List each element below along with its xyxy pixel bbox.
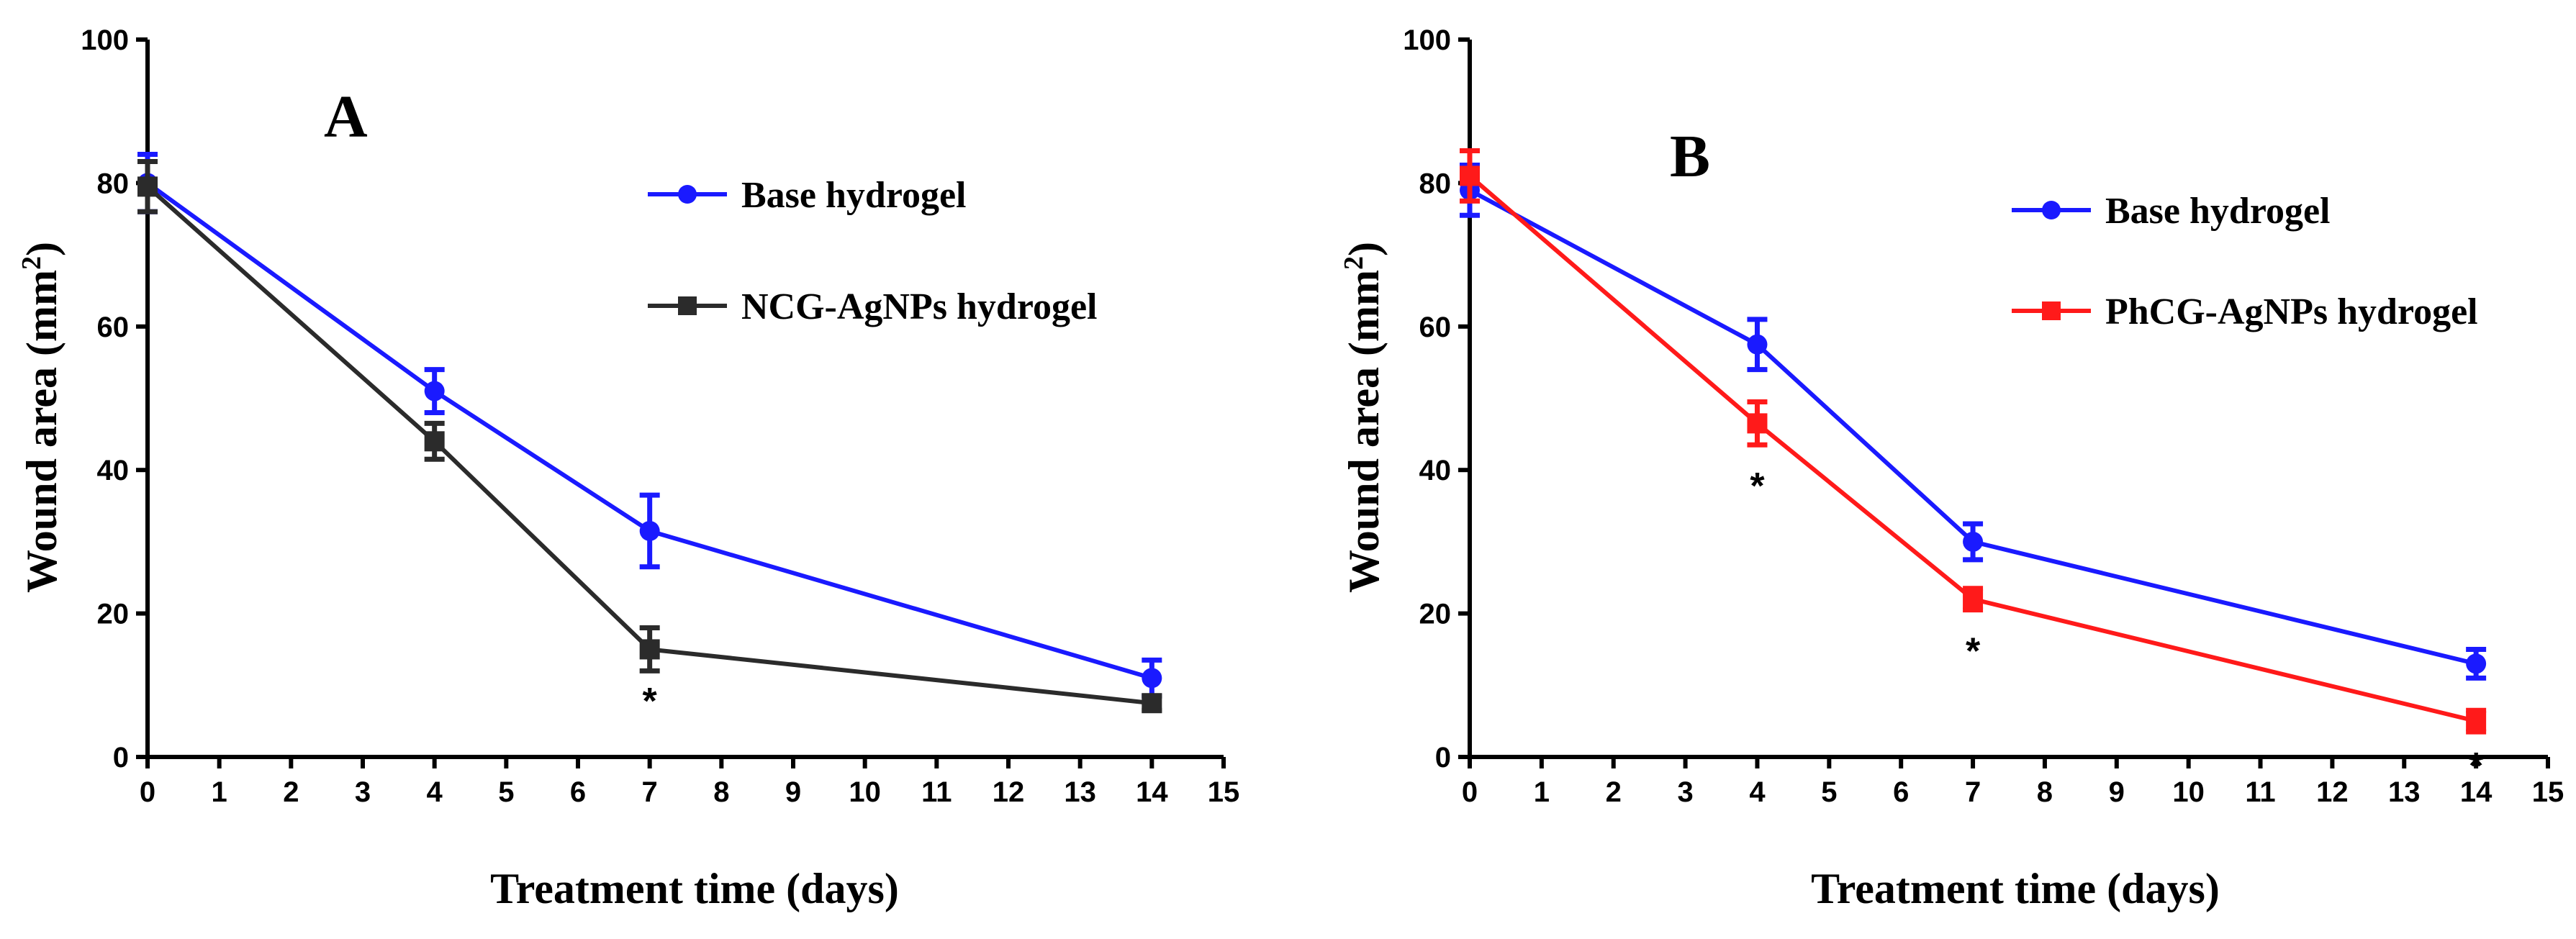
- legend-a-marker-ncg: [678, 296, 697, 315]
- x-tick-label-a: 15: [1208, 776, 1240, 808]
- legend-a: Base hydrogel NCG-AgNPs hydrogel: [648, 175, 1097, 327]
- x-tick-label-b: 0: [1462, 776, 1478, 808]
- data-point-a-0: [639, 520, 660, 541]
- data-point-a-1: [137, 176, 158, 197]
- y-tick-label-b: 60: [1419, 312, 1452, 343]
- x-tick-label-a: 1: [212, 776, 227, 808]
- y-tick-label-b: 100: [1403, 24, 1451, 56]
- data-point-a-1: [424, 431, 445, 452]
- legend-b: Base hydrogel PhCG-AgNPs hydrogel: [2012, 191, 2478, 332]
- x-tick-label-b: 6: [1893, 776, 1909, 808]
- x-tick-label-b: 1: [1534, 776, 1550, 808]
- panel-label-b: B: [1670, 123, 1710, 190]
- y-axis-title-a-sup: 2: [17, 256, 47, 270]
- data-point-b-1: [1747, 413, 1768, 434]
- y-tick-label-a: 0: [113, 742, 129, 774]
- x-axis-title-b: Treatment time (days): [1811, 865, 2220, 912]
- x-axis-title-a: Treatment time (days): [490, 865, 899, 912]
- y-tick-label-a: 40: [97, 455, 130, 486]
- x-tick-label-a: 5: [498, 776, 514, 808]
- y-axis-title-b-main: Wound area (mm: [1340, 270, 1388, 593]
- x-tick-label-a: 2: [283, 776, 299, 808]
- data-point-b-0: [1747, 334, 1768, 355]
- data-point-a-1: [1142, 693, 1162, 714]
- data-point-b-1: [2466, 711, 2487, 732]
- x-tick-label-a: 6: [570, 776, 586, 808]
- y-axis-title-b-end: ): [1340, 242, 1388, 256]
- significance-star-b: *: [1750, 466, 1765, 507]
- x-tick-label-b: 11: [2245, 776, 2275, 808]
- y-axis-title-a: Wound area (mm2): [17, 242, 65, 593]
- y-tick-label-a: 80: [97, 168, 130, 199]
- x-tick-label-a: 14: [1136, 776, 1168, 808]
- data-point-b-1: [1460, 165, 1480, 186]
- x-tick-label-a: 4: [427, 776, 443, 808]
- x-tick-label-a: 9: [785, 776, 801, 808]
- data-point-b-1: [1963, 589, 1984, 609]
- data-point-b-0: [2466, 653, 2487, 674]
- series-line-b-0: [1468, 188, 2477, 666]
- panel-label-a: A: [324, 83, 368, 150]
- data-point-a-0: [1142, 668, 1162, 689]
- y-axis-title-a-main: Wound area (mm: [18, 270, 65, 593]
- y-tick-label-b: 40: [1419, 455, 1452, 486]
- x-tick-label-b: 8: [2037, 776, 2053, 808]
- significance-star-b: *: [1966, 630, 1981, 672]
- y-tick-label-a: 20: [97, 599, 130, 630]
- y-tick-label-b: 20: [1419, 599, 1452, 630]
- y-tick-label-b: 80: [1419, 168, 1452, 199]
- series-line-a-0: [146, 181, 1153, 681]
- y-axis-title-a-end: ): [18, 242, 65, 256]
- y-tick-label-a: 100: [81, 24, 129, 56]
- series-line-a-1: [146, 185, 1152, 706]
- y-axis-title-b: Wound area (mm2): [1339, 242, 1388, 593]
- x-tick-label-b: 10: [2172, 776, 2205, 808]
- x-tick-label-b: 3: [1677, 776, 1693, 808]
- x-tick-label-b: 9: [2109, 776, 2125, 808]
- significance-star-a: *: [643, 681, 658, 722]
- series-line-b-1: [1468, 174, 2477, 724]
- x-tick-label-b: 5: [1821, 776, 1837, 808]
- legend-a-label-base: Base hydrogel: [741, 175, 967, 216]
- x-tick-label-a: 7: [642, 776, 658, 808]
- x-tick-label-b: 2: [1606, 776, 1622, 808]
- legend-a-label-ncg: NCG-AgNPs hydrogel: [741, 286, 1097, 327]
- x-tick-label-b: 15: [2532, 776, 2564, 808]
- y-tick-label-b: 0: [1435, 742, 1451, 774]
- data-point-a-1: [639, 639, 660, 660]
- data-point-a-0: [424, 381, 445, 402]
- x-tick-label-a: 10: [849, 776, 881, 808]
- x-tick-label-a: 12: [993, 776, 1025, 808]
- legend-a-marker-base: [678, 185, 697, 204]
- y-tick-label-a: 60: [97, 312, 130, 343]
- x-tick-label-a: 0: [140, 776, 155, 808]
- x-tick-label-b: 13: [2388, 776, 2421, 808]
- x-tick-label-b: 4: [1749, 776, 1766, 808]
- y-axis-title-b-sup: 2: [1339, 256, 1369, 270]
- x-tick-label-a: 3: [355, 776, 371, 808]
- x-tick-label-b: 14: [2460, 776, 2493, 808]
- significance-star-b: *: [2469, 745, 2484, 787]
- x-tick-label-a: 11: [921, 776, 952, 808]
- x-tick-label-a: 8: [713, 776, 729, 808]
- x-tick-label-a: 13: [1064, 776, 1096, 808]
- legend-b-label-phcg: PhCG-AgNPs hydrogel: [2105, 291, 2478, 332]
- x-tick-label-b: 12: [2316, 776, 2349, 808]
- legend-b-marker-phcg: [2042, 301, 2061, 320]
- x-tick-label-b: 7: [1965, 776, 1981, 808]
- legend-b-label-base: Base hydrogel: [2105, 191, 2331, 232]
- legend-b-marker-base: [2042, 201, 2061, 219]
- data-point-b-0: [1963, 531, 1984, 552]
